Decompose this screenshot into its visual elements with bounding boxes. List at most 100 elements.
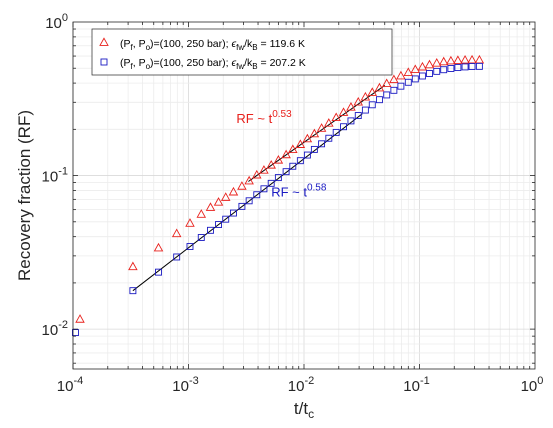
data-point-triangle (185, 218, 195, 227)
data-point-triangle (205, 202, 216, 211)
legend-text: ϵ (231, 38, 236, 50)
data-point-square (468, 63, 476, 70)
data-point-square (310, 145, 318, 153)
legend-subscript: fw (236, 62, 244, 71)
data-point-square (397, 82, 405, 90)
data-point-square (447, 65, 455, 72)
legend-entry-label: (Pf, Po)=(100, 250 bar); ϵfw/kB = 207.2 … (120, 57, 306, 71)
legend-text: )=(100, 250 bar); (150, 38, 231, 50)
data-point-triangle (403, 67, 414, 76)
y-axis-label: Recovery fraction (RF) (15, 110, 34, 281)
legend-marker-square (100, 58, 108, 66)
x-axis-label: t/tc (294, 399, 314, 421)
x-tick-label-base: 10 (288, 378, 305, 395)
x-tick-label: 10-4 (57, 375, 83, 395)
data-point-square (129, 287, 137, 295)
legend-text: /k (244, 38, 253, 50)
y-tick-label-exponent: -1 (58, 166, 68, 178)
legend-text: (P (120, 57, 131, 69)
data-point-square (440, 66, 448, 74)
x-tick-label-exponent: -2 (304, 375, 314, 387)
data-point-square (260, 185, 268, 193)
data-point-triangle (252, 169, 262, 179)
data-point-square (475, 62, 483, 70)
x-tick-label-base: 10 (172, 378, 189, 395)
data-point-triangle (467, 54, 477, 64)
fit-label: RF ~ t0.53 (236, 109, 292, 126)
data-point-triangle (374, 82, 385, 92)
legend-subscript: o (146, 62, 151, 71)
x-axis-label-main: t/t (294, 399, 308, 418)
data-point-triangle (360, 91, 371, 101)
legend-entry-label: (Pf, Po)=(100, 250 bar); ϵfw/kB = 119.6 … (120, 38, 305, 52)
data-point-triangle (316, 123, 327, 132)
x-tick-label: 100 (521, 375, 544, 395)
data-point-square (215, 221, 222, 228)
data-point-triangle (424, 59, 435, 69)
data-point-square (303, 151, 311, 159)
data-point-triangle (410, 64, 421, 74)
data-point-square (245, 197, 253, 205)
data-point-triangle (309, 128, 320, 138)
data-point-triangle (196, 209, 207, 218)
x-tick-label-exponent: -3 (189, 375, 199, 387)
data-point-triangle (331, 112, 341, 122)
data-point-triangle (220, 192, 231, 201)
y-tick-label: 10-2 (42, 319, 68, 339)
data-point-square (390, 86, 398, 94)
data-point-square (383, 91, 391, 99)
y-tick-label-base: 10 (45, 15, 62, 32)
data-point-triangle (346, 102, 356, 111)
data-point-square (318, 140, 326, 148)
legend-subscript: B (252, 62, 257, 71)
data-point-triangle (338, 107, 349, 116)
x-tick-label: 10-2 (288, 375, 314, 395)
legend-subscript: o (146, 43, 151, 52)
legend-subscript: f (131, 62, 134, 71)
y-tick-label: 10-1 (42, 166, 68, 186)
fit-label-base: RF ~ t (236, 111, 272, 126)
data-point-square (332, 128, 340, 136)
data-point-square (461, 63, 469, 71)
data-point-triangle (389, 74, 399, 84)
data-point-square (296, 157, 304, 165)
data-point-triangle (273, 155, 284, 164)
data-point-square (375, 96, 383, 104)
data-point-square (325, 134, 333, 142)
legend-subscript: f (131, 43, 134, 52)
data-point-square (197, 234, 205, 241)
data-point-square (274, 174, 282, 182)
legend-text: )=(100, 250 bar); (150, 57, 231, 69)
x-tick-label-exponent: 0 (537, 375, 543, 387)
x-tick-label-base: 10 (57, 378, 74, 395)
data-point-triangle (259, 165, 269, 174)
legend-box (91, 28, 393, 76)
data-point-triangle (244, 175, 254, 185)
x-tick-label-base: 10 (521, 378, 538, 395)
legend-subscript: fw (236, 43, 244, 52)
x-axis-label-subscript: c (308, 407, 314, 421)
y-tick-label-exponent: -2 (58, 319, 68, 331)
legend-marker-triangle (99, 37, 109, 46)
data-point-triangle (281, 149, 291, 159)
fit-label-exponent: 0.53 (272, 109, 292, 120)
data-point-square (186, 243, 194, 250)
data-point-triangle (295, 139, 306, 148)
data-markers (71, 54, 485, 336)
legend-subscript: B (252, 43, 257, 52)
fit-labels: RF ~ t0.53 RF ~ t0.58 (236, 109, 326, 200)
fit-label: RF ~ t0.58 (271, 183, 327, 200)
data-point-triangle (171, 228, 182, 238)
legend-text: (P (120, 38, 131, 50)
x-tick-label-exponent: -4 (73, 375, 83, 387)
data-point-triangle (353, 96, 364, 106)
data-point-square (361, 106, 369, 114)
y-tick-label-base: 10 (42, 322, 59, 339)
data-point-triangle (396, 70, 406, 80)
power-law-fit-line (132, 113, 363, 292)
data-point-triangle (228, 186, 239, 196)
data-point-square (222, 215, 230, 223)
data-point-square (155, 268, 162, 276)
data-point-square (289, 162, 297, 170)
